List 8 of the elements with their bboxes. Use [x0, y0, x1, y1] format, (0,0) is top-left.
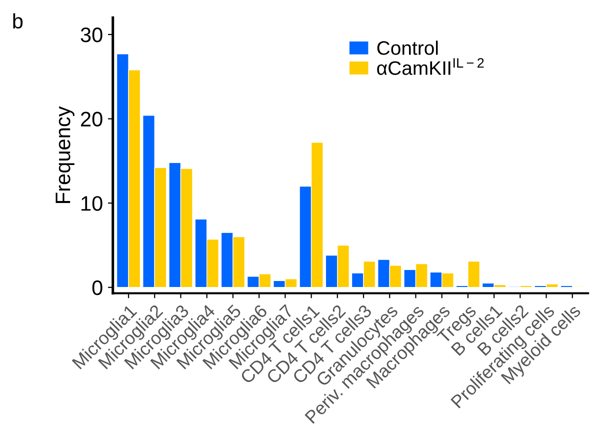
- y-tick-label: 30: [80, 28, 102, 42]
- text: b: [13, 13, 23, 29]
- y-tick-label: 20: [81, 112, 102, 127]
- y-tick-label: 0: [92, 280, 102, 296]
- y-axis-title: Frequency: [56, 106, 74, 203]
- legend-label: Control: [377, 40, 438, 55]
- legend-label: αCamKII$^{IL−2}$: [377, 58, 484, 75]
- y-tick-label: 10: [82, 196, 102, 211]
